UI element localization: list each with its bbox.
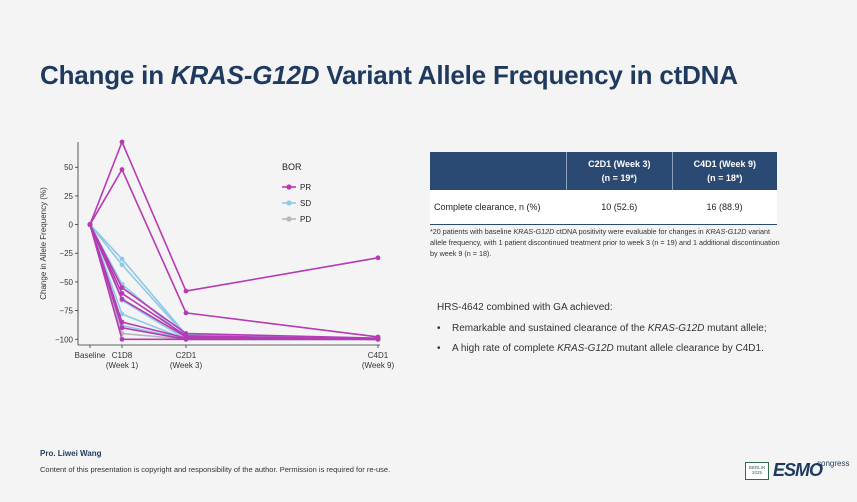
y-tick-label: −25: [59, 249, 73, 258]
x-tick-label: C4D1: [368, 351, 389, 360]
table-header-c2d1: C2D1 (Week 3) (n = 19*): [566, 152, 673, 190]
table-cell-c2d1: 10 (52.6): [566, 190, 673, 225]
data-point: [119, 311, 125, 317]
logo-wordmark: ESMO: [773, 460, 823, 480]
data-point: [183, 336, 189, 342]
chart-series: [87, 139, 381, 342]
series-line: [89, 224, 378, 341]
chart-legend: BOR PR SD PD: [282, 162, 311, 224]
legend-swatch-point: [286, 216, 292, 222]
legend-label: SD: [300, 199, 311, 208]
x-tick-label: Baseline: [75, 351, 106, 360]
y-axis-title: Change in Allele Frequency (%): [39, 187, 48, 300]
table-cell-c4d1: 16 (88.9): [672, 190, 777, 225]
y-tick-label: −75: [59, 307, 73, 316]
series-line: [89, 224, 379, 341]
bullet-icon: •: [437, 323, 441, 334]
copyright-notice: Content of this presentation is copyrigh…: [40, 465, 391, 474]
data-point: [119, 262, 125, 268]
series-pr: [87, 222, 381, 341]
data-point: [119, 256, 125, 262]
series-line: [89, 224, 379, 341]
series-line: [89, 224, 378, 341]
title-prefix: Change in: [40, 60, 171, 90]
x-tick-label: (Week 3): [170, 361, 203, 370]
list-item: • Remarkable and sustained clearance of t…: [437, 323, 767, 334]
series-line: [89, 224, 379, 339]
series-line: [89, 224, 378, 341]
legend-title: BOR: [282, 162, 302, 172]
x-tick-label: C1D8: [112, 351, 133, 360]
data-point: [375, 336, 381, 342]
data-point: [119, 167, 125, 172]
table-row-label: Complete clearance, n (%): [430, 190, 567, 225]
data-point: [119, 325, 125, 331]
series-pr: [87, 167, 381, 340]
title-gene: KRAS-G12D: [170, 60, 320, 90]
legend-swatch-point: [286, 184, 292, 190]
data-point: [183, 310, 189, 316]
y-tick-label: 25: [64, 192, 73, 201]
table-row: Complete clearance, n (%) 10 (52.6) 16 (…: [430, 190, 777, 225]
clearance-table: C2D1 (Week 3) (n = 19*) C4D1 (Week 9) (n =…: [430, 152, 777, 225]
data-point: [119, 139, 125, 145]
y-tick-label: −50: [59, 278, 73, 287]
data-point: [119, 296, 125, 302]
series-line: [89, 141, 379, 292]
y-tick-label: −100: [55, 335, 74, 344]
list-item: • A high rate of complete KRAS-G12D mutan…: [437, 343, 764, 354]
series-pr: [87, 222, 381, 342]
logo-suffix: congress: [817, 459, 850, 468]
series-line: [89, 224, 379, 341]
y-tick-label: 0: [69, 221, 74, 230]
series-line: [89, 168, 379, 338]
esmo-congress-logo: BERLIN 2025 ESMO congress: [745, 456, 853, 484]
data-point: [87, 222, 93, 227]
x-tick-label: (Week 9): [362, 361, 395, 370]
logo-badge: BERLIN 2025: [745, 462, 769, 480]
x-tick-label: C2D1: [176, 351, 197, 360]
y-tick-label: 50: [64, 163, 73, 172]
summary-title: HRS-4642 combined with GA achieved:: [437, 302, 613, 313]
series-line: [89, 224, 378, 341]
series-line: [89, 224, 379, 341]
slide-title: Change in KRAS-G12D Variant Allele Frequ…: [40, 60, 738, 91]
table-header-c4d1: C4D1 (Week 9) (n = 18*): [671, 152, 777, 190]
legend-swatch-point: [286, 200, 292, 206]
series-pr: [87, 222, 381, 342]
legend-label: PD: [300, 215, 311, 224]
summary-block: HRS-4642 combined with GA achieved: • Rem…: [437, 302, 837, 363]
table-footnote: *20 patients with baseline KRAS-G12D ctD…: [430, 227, 780, 258]
table-corner: [430, 152, 567, 190]
x-tick-label: (Week 1): [106, 361, 139, 370]
bullet-icon: •: [437, 343, 441, 354]
series-line: [89, 224, 379, 341]
data-point: [119, 336, 125, 342]
series-line: [89, 224, 379, 341]
title-suffix: Variant Allele Frequency in ctDNA: [319, 60, 738, 90]
series-line: [89, 224, 378, 341]
data-point: [183, 288, 189, 294]
data-point: [119, 285, 125, 291]
legend-label: PR: [300, 183, 311, 192]
data-point: [375, 255, 381, 261]
presenter-name: Pro. Liwei Wang: [40, 449, 102, 458]
